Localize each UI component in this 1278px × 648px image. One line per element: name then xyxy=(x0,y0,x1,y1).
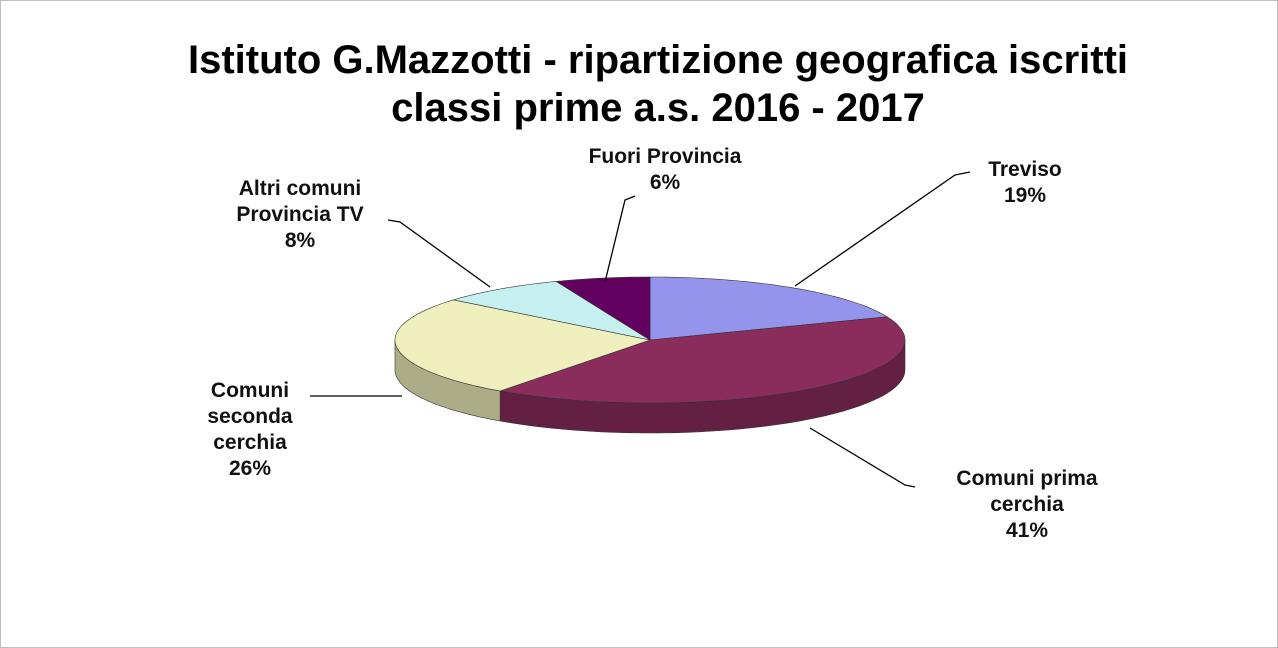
pie-slice xyxy=(394,299,652,392)
value-label: 19% xyxy=(1003,184,1047,207)
slice-label: Comuni seconda cerchia 26% xyxy=(195,378,305,482)
leader-line xyxy=(809,427,916,488)
pie-slice xyxy=(453,281,651,341)
leader-line xyxy=(387,219,491,288)
category-label: Altri comuni Provincia TV xyxy=(236,177,364,226)
category-label: Comuni seconda cerchia xyxy=(207,379,293,454)
leader-line xyxy=(794,171,971,287)
pie-slice xyxy=(649,276,888,341)
slice-label: Treviso 19% xyxy=(965,157,1085,209)
leader-line xyxy=(604,195,636,283)
slice-label: Altri comuni Provincia TV 8% xyxy=(215,176,385,254)
chart-title: Istituto G.Mazzotti - ripartizione geogr… xyxy=(187,38,1129,130)
slice-label: Fuori Provincia 6% xyxy=(545,144,785,196)
category-label: Treviso xyxy=(988,158,1062,181)
value-label: 26% xyxy=(228,457,272,480)
slice-label: Comuni prima cerchia 41% xyxy=(937,466,1117,544)
category-label: Fuori Provincia xyxy=(588,145,742,168)
pie-slice xyxy=(500,316,906,404)
category-label: Comuni prima cerchia xyxy=(956,467,1098,516)
pie-slice xyxy=(555,276,651,341)
value-label: 41% xyxy=(1005,519,1049,542)
value-label: 6% xyxy=(649,171,681,194)
value-label: 8% xyxy=(284,229,316,252)
